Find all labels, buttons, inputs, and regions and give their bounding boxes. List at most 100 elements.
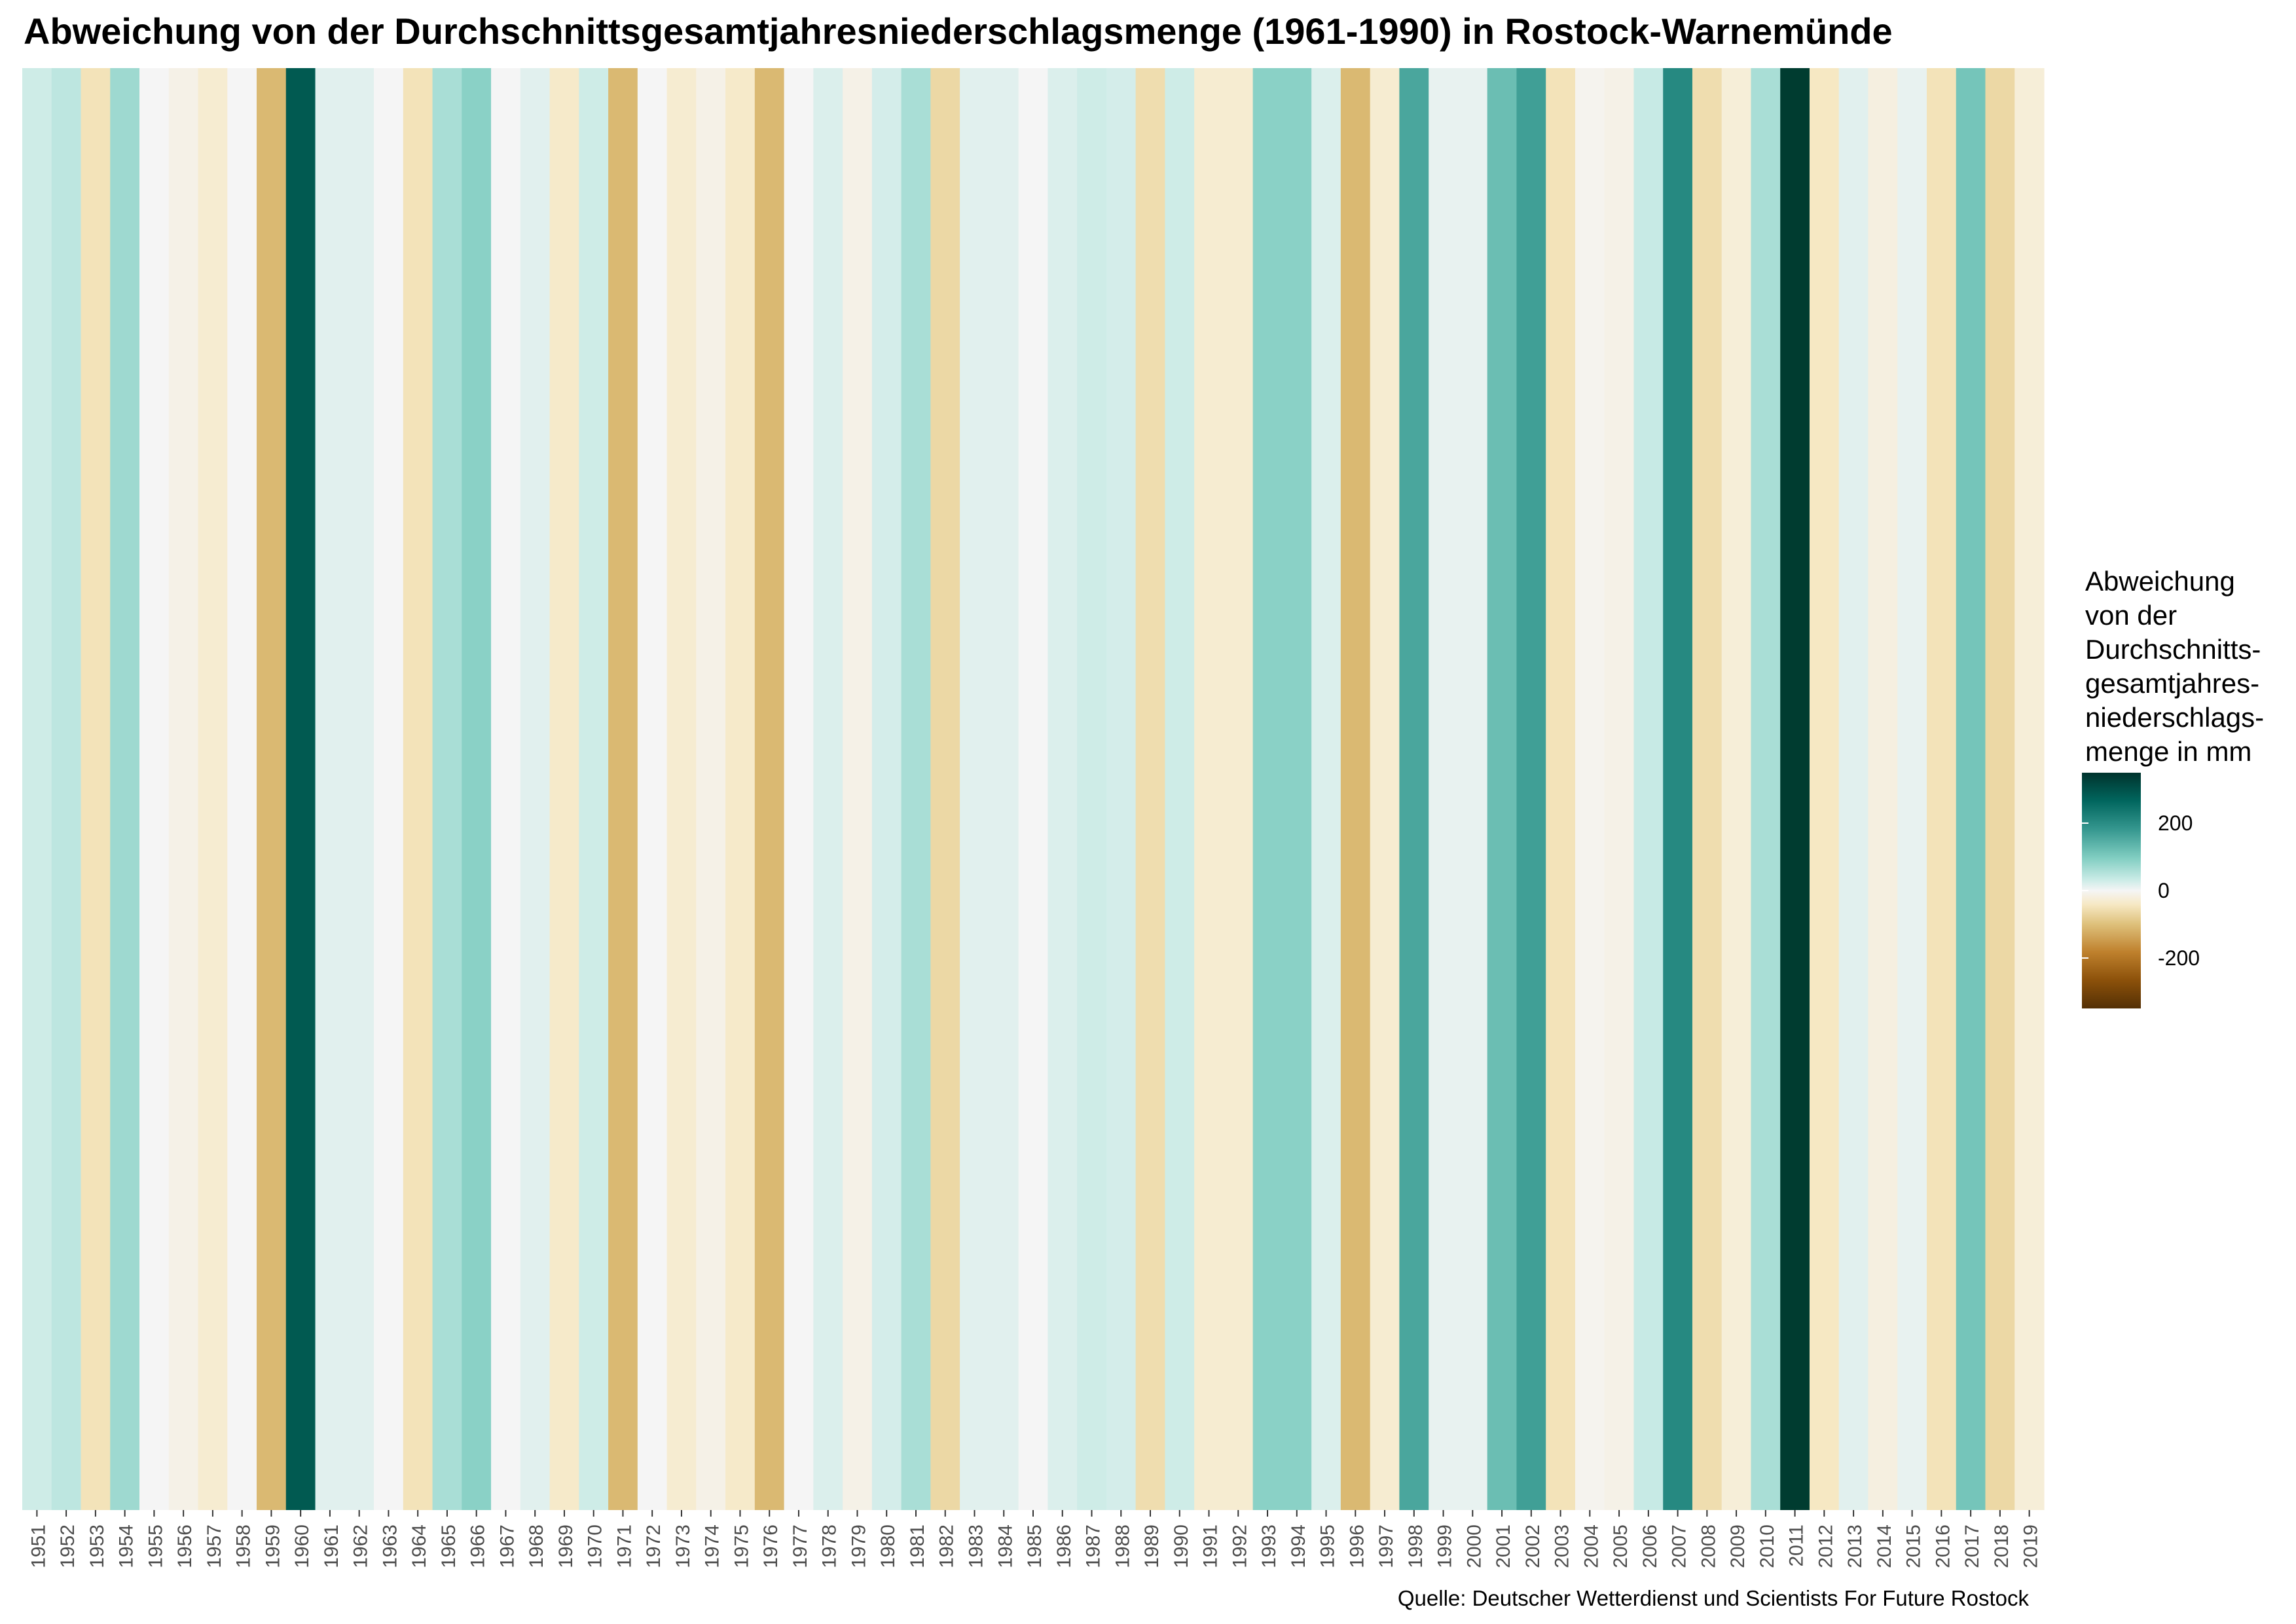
legend-tick-label: 200 xyxy=(2158,811,2193,836)
x-tick-label-2009: 2009 xyxy=(1727,1524,1749,1568)
x-tick-label-2002: 2002 xyxy=(1522,1524,1544,1568)
stripe-1980 xyxy=(871,68,902,1510)
legend-title: Abweichung von der Durchschnitts- gesamt… xyxy=(2085,566,2265,767)
x-tick-label-1978: 1978 xyxy=(819,1524,841,1568)
stripe-1978 xyxy=(813,68,843,1510)
stripe-2010 xyxy=(1751,68,1781,1510)
x-tick-label-1989: 1989 xyxy=(1141,1524,1163,1568)
x-tick-label-2008: 2008 xyxy=(1698,1524,1719,1568)
stripe-1972 xyxy=(637,68,668,1510)
stripe-2009 xyxy=(1721,68,1752,1510)
x-tick-label-2015: 2015 xyxy=(1903,1524,1925,1568)
stripe-2003 xyxy=(1546,68,1576,1510)
stripe-1961 xyxy=(315,68,345,1510)
x-tick-label-1998: 1998 xyxy=(1405,1524,1427,1568)
legend-tick-label: -200 xyxy=(2158,946,2200,970)
stripe-1974 xyxy=(696,68,726,1510)
stripe-1969 xyxy=(549,68,579,1510)
x-tick-label-1956: 1956 xyxy=(174,1524,196,1568)
x-tick-label-2012: 2012 xyxy=(1815,1524,1836,1568)
stripe-2018 xyxy=(1985,68,2015,1510)
x-tick-label-1980: 1980 xyxy=(877,1524,899,1568)
stripe-1965 xyxy=(432,68,462,1510)
stripe-1970 xyxy=(579,68,609,1510)
legend-color-bar xyxy=(2082,773,2141,1008)
stripe-2019 xyxy=(2014,68,2045,1510)
stripe-1959 xyxy=(257,68,287,1510)
stripe-2006 xyxy=(1633,68,1664,1510)
legend-tick-mark xyxy=(2082,957,2088,959)
x-tick-label-1972: 1972 xyxy=(643,1524,665,1568)
stripe-1990 xyxy=(1165,68,1195,1510)
x-tick-label-1953: 1953 xyxy=(86,1524,108,1568)
legend-tick-mark xyxy=(2141,890,2147,891)
stripe-1997 xyxy=(1370,68,1400,1510)
stripe-2017 xyxy=(1956,68,1986,1510)
stripe-1991 xyxy=(1194,68,1224,1510)
stripe-1976 xyxy=(754,68,785,1510)
x-tick-label-1985: 1985 xyxy=(1024,1524,1046,1568)
x-tick-label-1973: 1973 xyxy=(672,1524,694,1568)
x-tick-label-1969: 1969 xyxy=(555,1524,577,1568)
x-tick-label-1981: 1981 xyxy=(907,1524,928,1568)
x-tick-label-1974: 1974 xyxy=(702,1524,723,1568)
stripe-1975 xyxy=(725,68,756,1510)
x-tick-label-1991: 1991 xyxy=(1200,1524,1222,1568)
stripe-2005 xyxy=(1604,68,1635,1510)
x-tick-label-2017: 2017 xyxy=(1961,1524,1983,1568)
x-tick-label-1966: 1966 xyxy=(467,1524,489,1568)
x-tick-label-1977: 1977 xyxy=(790,1524,811,1568)
x-tick-label-1982: 1982 xyxy=(936,1524,958,1568)
x-tick-label-1971: 1971 xyxy=(613,1524,635,1568)
stripe-1953 xyxy=(81,68,111,1510)
source-note: Quelle: Deutscher Wetterdienst und Scien… xyxy=(1397,1586,2029,1610)
stripe-1971 xyxy=(608,68,638,1510)
x-tick-label-1954: 1954 xyxy=(116,1524,137,1568)
x-tick-label-1993: 1993 xyxy=(1258,1524,1280,1568)
stripe-1960 xyxy=(285,68,316,1510)
x-tick-label-1952: 1952 xyxy=(57,1524,79,1568)
x-tick-label-1988: 1988 xyxy=(1112,1524,1133,1568)
stripe-1994 xyxy=(1282,68,1312,1510)
stripe-1957 xyxy=(198,68,228,1510)
x-tick-label-1961: 1961 xyxy=(321,1524,342,1568)
x-tick-label-1990: 1990 xyxy=(1171,1524,1192,1568)
x-tick-label-2000: 2000 xyxy=(1463,1524,1485,1568)
stripe-1993 xyxy=(1252,68,1283,1510)
x-tick-label-1967: 1967 xyxy=(496,1524,518,1568)
x-tick-label-1964: 1964 xyxy=(409,1524,430,1568)
stripe-1951 xyxy=(22,68,52,1510)
stripe-1966 xyxy=(462,68,492,1510)
x-tick-label-1965: 1965 xyxy=(438,1524,460,1568)
stripe-2002 xyxy=(1516,68,1546,1510)
stripe-1977 xyxy=(784,68,814,1510)
stripe-1967 xyxy=(491,68,521,1510)
stripe-2008 xyxy=(1692,68,1722,1510)
x-tick-label-1994: 1994 xyxy=(1288,1524,1309,1568)
x-tick-label-2005: 2005 xyxy=(1610,1524,1631,1568)
stripe-2001 xyxy=(1487,68,1518,1510)
x-tick-label-1963: 1963 xyxy=(379,1524,401,1568)
x-tick-label-2016: 2016 xyxy=(1932,1524,1954,1568)
x-tick-label-2018: 2018 xyxy=(1991,1524,2013,1568)
stripe-1996 xyxy=(1340,68,1371,1510)
stripe-1954 xyxy=(110,68,140,1510)
stripe-1988 xyxy=(1106,68,1137,1510)
legend-tick-mark xyxy=(2082,890,2088,891)
x-tick-label-1983: 1983 xyxy=(965,1524,987,1568)
x-tick-label-2019: 2019 xyxy=(2020,1524,2042,1568)
stripe-2016 xyxy=(1926,68,1957,1510)
stripe-1958 xyxy=(227,68,257,1510)
stripe-1981 xyxy=(901,68,931,1510)
legend-tick-mark xyxy=(2082,822,2088,824)
x-tick-label-1975: 1975 xyxy=(731,1524,752,1568)
stripe-1992 xyxy=(1223,68,1254,1510)
stripe-1955 xyxy=(139,68,170,1510)
stripe-2014 xyxy=(1868,68,1898,1510)
stripe-2013 xyxy=(1838,68,1869,1510)
legend-tick-mark xyxy=(2141,822,2147,824)
legend-tick-mark xyxy=(2141,957,2147,959)
x-tick-label-1979: 1979 xyxy=(848,1524,869,1568)
x-tick-label-2010: 2010 xyxy=(1757,1524,1778,1568)
